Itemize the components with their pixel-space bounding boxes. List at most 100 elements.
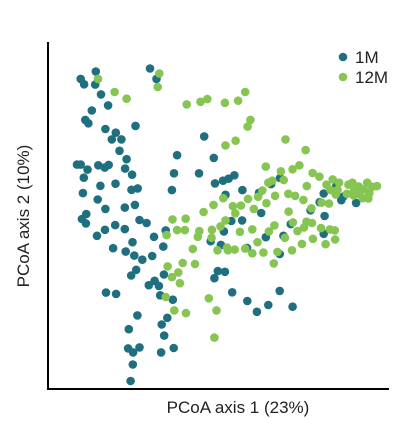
- data-point-1m: [101, 288, 111, 297]
- data-point-1m: [107, 135, 117, 144]
- x-axis-label: PCoA axis 1 (23%): [167, 398, 310, 417]
- data-point-1m: [115, 146, 124, 156]
- data-point-1m: [117, 135, 126, 144]
- data-point-12m: [163, 262, 172, 271]
- data-point-12m: [168, 215, 177, 224]
- data-point-12m: [230, 245, 239, 254]
- data-point-1m: [135, 215, 144, 225]
- data-point-1m: [76, 160, 85, 169]
- data-point-12m: [281, 135, 290, 144]
- data-point-1m: [124, 324, 134, 334]
- data-point-12m: [110, 87, 119, 97]
- data-point-1m: [133, 311, 142, 320]
- data-point-1m: [147, 251, 157, 261]
- data-point-1m: [149, 232, 159, 242]
- data-point-1m: [319, 189, 329, 198]
- data-point-12m: [248, 225, 257, 234]
- data-point-12m: [220, 98, 230, 108]
- data-point-12m: [243, 194, 253, 204]
- data-point-12m: [243, 122, 252, 131]
- data-point-12m: [297, 239, 307, 249]
- data-point-1m: [163, 313, 172, 323]
- data-point-12m: [236, 201, 246, 210]
- data-point-1m: [104, 160, 113, 170]
- data-point-1m: [220, 267, 230, 277]
- data-point-12m: [330, 235, 340, 244]
- data-point-12m: [280, 233, 290, 243]
- data-point-1m: [93, 195, 102, 204]
- data-point-12m: [207, 225, 217, 235]
- data-point-12m: [222, 243, 232, 252]
- data-point-12m: [170, 306, 179, 315]
- data-point-12m: [295, 161, 304, 170]
- data-point-1m: [243, 296, 252, 306]
- data-point-12m: [315, 172, 324, 181]
- data-point-12m: [180, 225, 190, 235]
- data-point-12m: [167, 272, 177, 282]
- data-point-1m: [159, 270, 169, 279]
- data-point-12m: [172, 225, 182, 235]
- data-point-1m: [111, 289, 121, 299]
- data-point-12m: [302, 181, 312, 191]
- data-point-1m: [126, 271, 136, 280]
- data-point-1m: [256, 208, 266, 218]
- data-point-12m: [269, 259, 279, 268]
- data-point-1m: [131, 121, 140, 131]
- data-point-12m: [190, 259, 200, 269]
- data-point-1m: [230, 171, 239, 180]
- data-point-12m: [273, 247, 282, 257]
- data-point-12m: [199, 207, 208, 217]
- data-point-1m: [79, 173, 89, 182]
- data-point-12m: [212, 306, 221, 315]
- data-point-12m: [210, 333, 219, 342]
- data-point-12m: [308, 168, 317, 178]
- data-point-1m: [138, 255, 147, 264]
- data-point-1m: [320, 211, 329, 221]
- data-point-12m: [207, 233, 216, 243]
- data-point-1m: [78, 188, 88, 198]
- data-point-12m: [155, 69, 164, 78]
- data-point-12m: [188, 244, 198, 254]
- data-point-1m: [133, 184, 142, 193]
- data-point-1m: [81, 219, 91, 228]
- data-point-12m: [268, 176, 277, 185]
- data-point-12m: [233, 96, 243, 105]
- data-point-1m: [79, 80, 89, 89]
- data-point-12m: [333, 185, 342, 195]
- data-point-12m: [209, 200, 218, 210]
- data-point-12m: [330, 226, 340, 235]
- data-point-12m: [122, 94, 131, 103]
- data-point-1m: [237, 216, 247, 225]
- data-point-1m: [128, 237, 137, 247]
- y-axis-label: PCoA axis 2 (10%): [14, 145, 33, 288]
- data-point-1m: [103, 101, 113, 110]
- data-point-12m: [258, 186, 267, 195]
- data-point-12m: [326, 185, 335, 195]
- data-point-1m: [131, 265, 141, 275]
- data-point-12m: [182, 100, 191, 109]
- data-point-12m: [279, 175, 289, 185]
- data-point-12m: [240, 244, 250, 253]
- data-point-1m: [168, 295, 178, 305]
- data-point-1m: [126, 376, 135, 386]
- data-point-12m: [181, 308, 191, 318]
- data-point-12m: [161, 292, 170, 302]
- data-point-1m: [111, 179, 120, 188]
- data-point-12m: [284, 189, 293, 199]
- data-point-12m: [249, 204, 259, 214]
- data-point-1m: [227, 288, 237, 297]
- data-point-12m: [213, 246, 222, 255]
- data-point-1m: [91, 67, 101, 76]
- data-point-1m: [210, 273, 219, 283]
- data-point-1m: [135, 343, 144, 352]
- data-point-12m: [324, 199, 334, 208]
- data-point-12m: [253, 192, 263, 202]
- data-point-12m: [93, 74, 103, 84]
- data-point-12m: [221, 216, 230, 225]
- data-point-12m: [259, 248, 268, 257]
- data-point-1m: [101, 124, 110, 134]
- data-point-12m: [364, 194, 373, 203]
- data-point-1m: [144, 280, 154, 290]
- data-point-12m: [321, 239, 330, 249]
- data-point-12m: [246, 115, 255, 125]
